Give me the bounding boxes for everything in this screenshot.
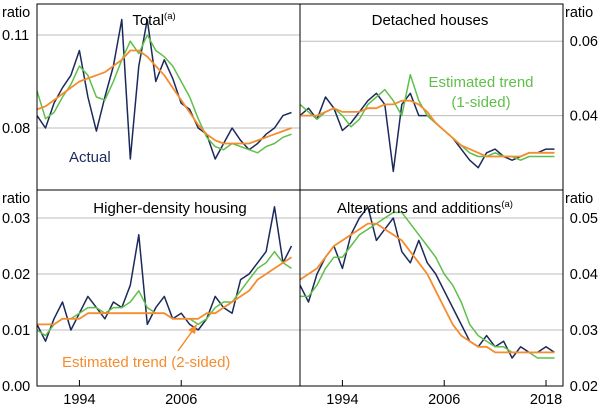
unit-label-top-right: ratio xyxy=(565,5,593,21)
x-tick-label: 2018 xyxy=(530,392,562,408)
annotation-trend-2-sided: Estimated trend (2-sided) xyxy=(62,354,230,371)
series-line-estimated-trend-2-sided xyxy=(37,256,292,326)
series-line-estimated-trend-1-sided xyxy=(300,211,555,359)
x-tick-label: 2006 xyxy=(428,392,460,408)
y-tick-label: 0.02 xyxy=(2,267,30,283)
panel-title-higher-density: Higher-density housing xyxy=(93,200,246,217)
series-line-estimated-trend-2-sided xyxy=(299,222,555,354)
unit-label-bottom-right: ratio xyxy=(565,191,593,207)
annotation-arrow-head xyxy=(188,324,197,334)
x-tick-label: 2006 xyxy=(165,392,197,408)
panel-frames xyxy=(36,3,564,387)
y-tick-label: 0.04 xyxy=(570,109,598,125)
y-tick-label: 0.03 xyxy=(570,323,598,339)
series-line-actual xyxy=(36,18,292,160)
series-line-estimated-trend-2-sided xyxy=(36,49,292,145)
y-tick-label: 0.00 xyxy=(2,379,30,395)
gridlines xyxy=(37,34,563,331)
series-line-actual xyxy=(299,92,555,173)
y-tick-label: 0.02 xyxy=(570,379,598,395)
panel-title-detached: Detached houses xyxy=(372,12,489,29)
y-tick-label: 0.05 xyxy=(570,211,598,227)
y-tick-label: 0.11 xyxy=(2,28,29,44)
unit-label-top-left: ratio xyxy=(2,5,30,21)
series-line-estimated-trend-2-sided xyxy=(300,99,555,158)
annotation-trend-1-sided-line1: Estimated trend xyxy=(428,74,533,91)
annotation-trend-1-sided-line2: (1-sided) xyxy=(451,94,510,111)
y-tick-label: 0.01 xyxy=(2,323,30,339)
series-line-estimated-trend-1-sided xyxy=(36,34,292,154)
panel-frame xyxy=(299,189,564,387)
y-tick-label: 0.04 xyxy=(570,267,598,283)
axis-labels: 0.08 0.11 0.04 0.06 0.00 0.01 0.02 0.03 0.02 0.03… xyxy=(2,28,598,408)
panel-frame xyxy=(299,3,564,191)
panel-title-alterations: Alterations and additions(a) xyxy=(337,199,513,217)
annotation-arrow-shaft xyxy=(177,329,194,352)
x-tick-label: 1994 xyxy=(63,392,95,408)
series-line-actual xyxy=(299,206,555,359)
series-lines xyxy=(36,18,555,359)
y-tick-label: 0.06 xyxy=(570,34,598,50)
unit-label-bottom-left: ratio xyxy=(2,191,30,207)
y-tick-label: 0.08 xyxy=(2,121,30,137)
y-tick-label: 0.03 xyxy=(2,211,30,227)
panel-title-total: Total(a) xyxy=(132,11,175,29)
x-tick-label: 1994 xyxy=(326,392,358,408)
annotation-actual: Actual xyxy=(69,149,111,166)
